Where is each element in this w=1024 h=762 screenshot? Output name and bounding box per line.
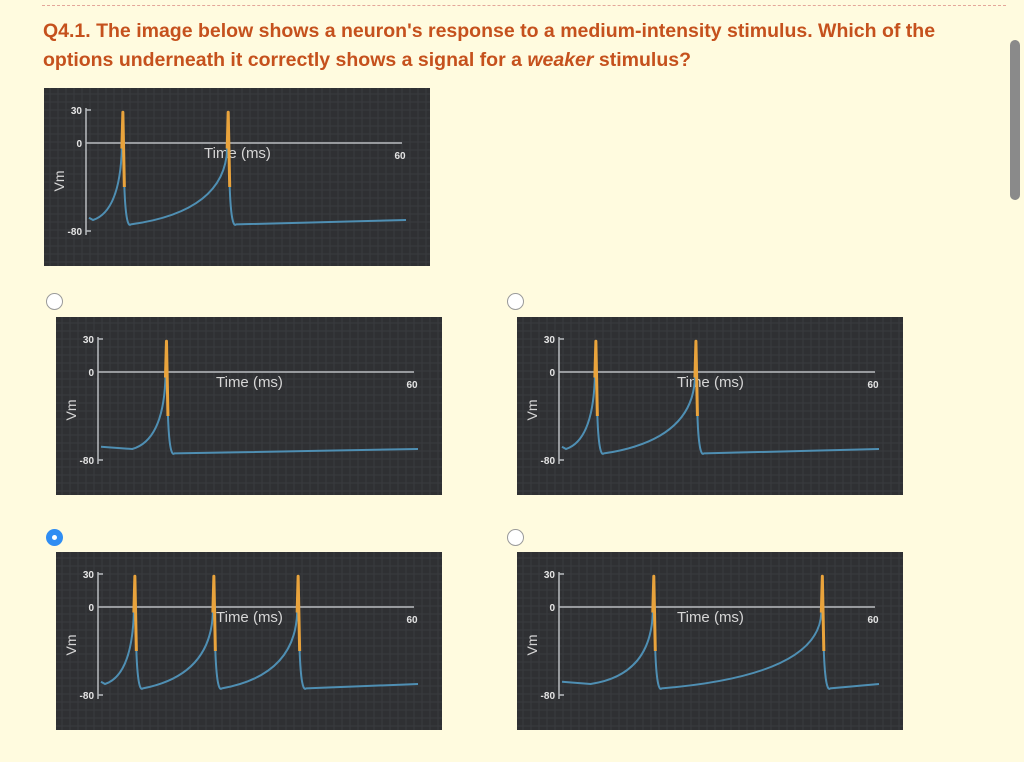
x-tick-label: 60 xyxy=(867,380,879,391)
option-c-chart[interactable]: 30 0 -80 60 Time (ms) Vm xyxy=(56,552,442,730)
chart-grid xyxy=(44,88,430,266)
question-emphasis: weaker xyxy=(527,49,594,71)
y-tick-label: 30 xyxy=(71,106,83,117)
chart-grid xyxy=(517,317,903,495)
x-axis-label: Time (ms) xyxy=(677,609,744,626)
y-axis-label: Vm xyxy=(63,400,79,421)
scrollbar-thumb[interactable] xyxy=(1010,40,1020,200)
action-potential-spike xyxy=(819,574,826,652)
question-text: Q4.1. The image below shows a neuron's r… xyxy=(43,17,993,75)
action-potential-spike xyxy=(225,110,232,188)
x-axis-label: Time (ms) xyxy=(216,374,283,391)
y-tick-label: 30 xyxy=(544,335,556,346)
chart-grid xyxy=(56,317,442,495)
action-potential-spike xyxy=(132,574,138,652)
option-a-radio[interactable] xyxy=(46,293,63,310)
y-tick-label: -80 xyxy=(80,691,95,702)
x-axis-label: Time (ms) xyxy=(216,609,283,626)
y-tick-label: 0 xyxy=(88,368,94,379)
chart-background xyxy=(56,317,442,495)
option-c-radio[interactable] xyxy=(46,529,63,546)
x-axis-label: Time (ms) xyxy=(677,374,744,391)
option-b-chart[interactable]: 30 0 -80 60 Time (ms) Vm xyxy=(517,317,903,495)
action-potential-spike xyxy=(211,574,217,652)
option-d-chart[interactable]: 30 0 -80 60 Time (ms) Vm xyxy=(517,552,903,730)
question-suffix: stimulus? xyxy=(598,49,691,71)
x-tick-label: 60 xyxy=(406,615,418,626)
membrane-trace xyxy=(561,576,880,690)
chart-background xyxy=(517,317,903,495)
action-potential-spike xyxy=(120,110,126,188)
action-potential-spike xyxy=(693,339,699,417)
chart-background xyxy=(56,552,442,730)
y-tick-label: -80 xyxy=(68,227,83,238)
membrane-trace xyxy=(561,341,880,455)
chart-background xyxy=(517,552,903,730)
chart-grid xyxy=(56,552,442,730)
y-tick-label: -80 xyxy=(541,691,556,702)
option-a-chart[interactable]: 30 0 -80 60 Time (ms) Vm xyxy=(56,317,442,495)
y-axis-label: Vm xyxy=(51,171,67,192)
y-tick-label: -80 xyxy=(80,456,95,467)
action-potential-spike xyxy=(651,574,657,652)
x-tick-label: 60 xyxy=(867,615,879,626)
question-prefix: Q4.1. The image below shows a neuron's r… xyxy=(43,20,936,71)
chart-grid xyxy=(517,552,903,730)
y-tick-label: 0 xyxy=(549,368,555,379)
y-tick-label: 0 xyxy=(88,603,94,614)
question-top-divider xyxy=(42,5,1006,6)
membrane-trace xyxy=(88,112,407,226)
y-axis-label: Vm xyxy=(524,635,540,656)
y-tick-label: 0 xyxy=(76,139,82,150)
option-d-radio[interactable] xyxy=(507,529,524,546)
chart-background xyxy=(44,88,430,266)
action-potential-spike xyxy=(593,339,599,417)
x-tick-label: 60 xyxy=(406,380,418,391)
y-axis-label: Vm xyxy=(63,635,79,656)
y-tick-label: 30 xyxy=(83,570,95,581)
y-tick-label: 30 xyxy=(83,335,95,346)
x-tick-label: 60 xyxy=(394,151,406,162)
action-potential-spike xyxy=(295,574,302,652)
action-potential-spike xyxy=(163,339,170,417)
y-tick-label: 0 xyxy=(549,603,555,614)
y-axis-label: Vm xyxy=(524,400,540,421)
option-b-radio[interactable] xyxy=(507,293,524,310)
y-tick-label: -80 xyxy=(541,456,556,467)
x-axis-label: Time (ms) xyxy=(204,145,271,162)
reference-chart: 30 0 -80 60 Time (ms) Vm xyxy=(44,88,430,266)
y-tick-label: 30 xyxy=(544,570,556,581)
